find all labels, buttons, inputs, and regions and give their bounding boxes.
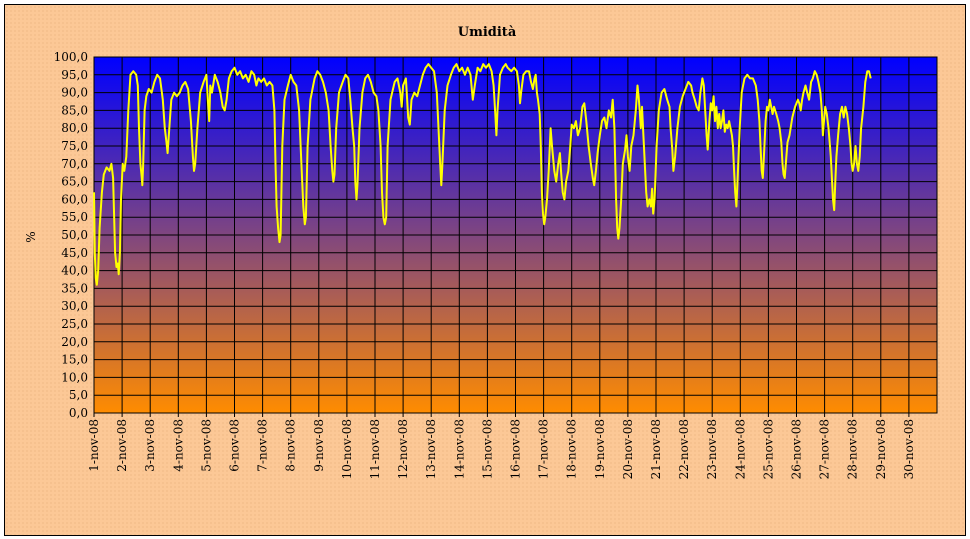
x-tick-label: 20-nov-08 [621, 419, 635, 479]
chart-title: Umidità [458, 25, 517, 40]
x-tick-label: 2-nov-08 [115, 419, 129, 472]
y-tick-label: 30,0 [61, 299, 88, 313]
x-tick-label: 29-nov-08 [874, 419, 888, 479]
y-tick-label: 70,0 [61, 157, 88, 171]
x-tick-label: 24-nov-08 [733, 419, 747, 479]
y-tick-label: 0,0 [69, 406, 88, 420]
y-axis-label: % [24, 231, 38, 242]
x-tick-label: 12-nov-08 [396, 419, 410, 479]
x-tick-label: 15-nov-08 [480, 419, 494, 479]
x-tick-label: 17-nov-08 [537, 419, 551, 479]
x-tick-label: 8-nov-08 [284, 419, 298, 472]
x-tick-label: 11-nov-08 [368, 419, 382, 479]
x-tick-label: 22-nov-08 [677, 419, 691, 479]
y-tick-label: 100,0 [54, 50, 88, 64]
x-tick-label: 1-nov-08 [87, 419, 101, 472]
x-tick-label: 7-nov-08 [256, 419, 270, 472]
y-tick-label: 10,0 [61, 370, 88, 384]
y-tick-labels: 0,0 5,0 10,0 15,0 20,0 25,0 30,0 35,0 40,0 45,0 50… [54, 50, 88, 420]
x-tick-label: 27-nov-08 [818, 419, 832, 479]
y-tick-label: 35,0 [61, 281, 88, 295]
y-tick-label: 50,0 [61, 228, 88, 242]
x-tick-label: 23-nov-08 [705, 419, 719, 479]
y-tick-label: 75,0 [61, 139, 88, 153]
x-tick-label: 13-nov-08 [424, 419, 438, 479]
x-tick-label: 9-nov-08 [312, 419, 326, 472]
y-tick-label: 90,0 [61, 86, 88, 100]
y-tick-label: 85,0 [61, 103, 88, 117]
y-tick-label: 55,0 [61, 210, 88, 224]
x-tick-label: 10-nov-08 [340, 419, 354, 479]
chart-svg: Umidità % 0,0 5,0 10,0 15,0 20,0 25,0 30,0 35,0… [24, 25, 938, 479]
y-tick-label: 25,0 [61, 317, 88, 331]
y-tick-label: 80,0 [61, 121, 88, 135]
x-tick-label: 3-nov-08 [143, 419, 157, 472]
chart-frame: Umidità % 0,0 5,0 10,0 15,0 20,0 25,0 30,0 35,0… [4, 4, 966, 536]
x-tick-label: 6-nov-08 [228, 419, 242, 472]
x-tick-label: 5-nov-08 [199, 419, 213, 472]
y-tick-label: 45,0 [61, 246, 88, 260]
x-tick-label: 16-nov-08 [509, 419, 523, 479]
y-tick-label: 20,0 [61, 335, 88, 349]
y-tick-label: 60,0 [61, 192, 88, 206]
x-tick-label: 4-nov-08 [171, 419, 185, 472]
x-tick-labels: 1-nov-08 2-nov-08 3-nov-08 4-nov-08 5-nov-08… [87, 419, 916, 479]
y-tick-label: 65,0 [61, 175, 88, 189]
x-tick-label: 21-nov-08 [649, 419, 663, 479]
x-tick-label: 18-nov-08 [565, 419, 579, 479]
x-tick-label: 25-nov-08 [761, 419, 775, 479]
x-tick-label: 30-nov-08 [902, 419, 916, 479]
x-tick-label: 26-nov-08 [790, 419, 804, 479]
y-tick-label: 15,0 [61, 353, 88, 367]
series-line-umidita [93, 63, 872, 286]
y-tick-label: 95,0 [61, 68, 88, 82]
y-tick-label: 40,0 [61, 264, 88, 278]
x-tick-label: 19-nov-08 [593, 419, 607, 479]
x-tick-label: 14-nov-08 [452, 419, 466, 479]
x-tick-label: 28-nov-08 [846, 419, 860, 479]
y-tick-label: 5,0 [69, 388, 88, 402]
grid-lines [93, 56, 937, 417]
